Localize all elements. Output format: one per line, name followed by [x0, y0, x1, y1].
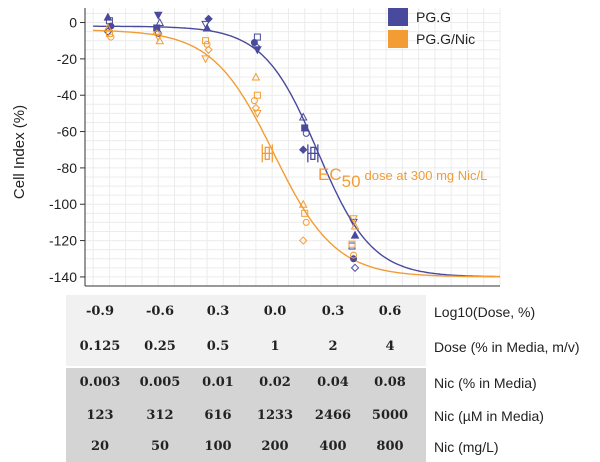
data-point — [253, 91, 261, 99]
legend-label: PG.G — [416, 9, 451, 25]
data-point — [201, 55, 210, 64]
data-point — [251, 72, 261, 81]
data-point — [154, 29, 162, 37]
data-point — [350, 251, 358, 259]
table-cell: 0.08 — [374, 374, 406, 390]
table-cell: 20 — [90, 438, 110, 454]
table-cell: 0.04 — [317, 374, 349, 390]
table-cell: 2466 — [314, 407, 352, 423]
y-tick-label: -60 — [57, 124, 77, 140]
table-cell: 1233 — [256, 407, 294, 423]
data-point — [253, 109, 262, 118]
data-point — [298, 236, 308, 245]
data-points — [103, 11, 360, 273]
plot-area — [85, 8, 500, 286]
table-cell: 800 — [376, 438, 404, 454]
table-row-label: Nic (µM in Media) — [434, 407, 544, 424]
ec50-marker — [261, 144, 273, 163]
data-point — [250, 39, 258, 47]
y-tick-label: -20 — [57, 51, 77, 67]
y-tick-label: 0 — [69, 15, 77, 31]
ec50-box — [310, 146, 316, 161]
data-point — [204, 45, 213, 54]
table-cell: 5000 — [371, 407, 409, 423]
table-cell: 0.01 — [202, 374, 234, 390]
ec50-annotation: EC50 dose at 300 mg Nic/L — [318, 165, 487, 191]
y-tick-label: -80 — [57, 160, 77, 176]
table-cell: 50 — [150, 438, 170, 454]
table-cell: 1 — [270, 339, 280, 354]
data-point — [155, 36, 165, 45]
data-point — [153, 11, 163, 20]
legend-swatch — [388, 30, 408, 48]
ec50-box — [264, 146, 270, 161]
table-cell: 0.003 — [79, 374, 121, 390]
data-point — [105, 29, 113, 37]
data-point — [301, 209, 309, 217]
table-cell: 616 — [204, 407, 232, 423]
table-cell: 0.3 — [321, 303, 345, 319]
legend-swatch — [388, 8, 408, 26]
data-point — [253, 33, 261, 41]
ec50-markers — [261, 144, 319, 163]
data-point — [202, 23, 212, 32]
table-cell: 200 — [261, 438, 289, 454]
data-point — [298, 112, 308, 121]
y-tick-label: -40 — [57, 87, 77, 103]
data-point — [298, 199, 308, 208]
ec50-annotation-main: EC — [318, 165, 342, 184]
table-row-label: Nic (mg/L) — [434, 438, 499, 455]
data-point — [298, 145, 308, 154]
table-band-light — [66, 295, 426, 366]
table-cell: 123 — [86, 407, 114, 423]
data-point — [350, 230, 360, 239]
table-cell: 312 — [146, 407, 174, 423]
data-point — [103, 23, 113, 32]
table-cell: 0.5 — [206, 339, 230, 354]
legend: PG.G PG.G/Nic — [388, 8, 475, 48]
y-tick-label: -100 — [49, 196, 77, 212]
table-row-label: Log10(Dose, %) — [434, 303, 536, 320]
plot-grid — [85, 8, 501, 286]
y-tick-labels: 0 -20 -40 -60 -80 -100 -120 -140 — [49, 15, 85, 285]
y-axis-label: Cell Index (%) — [11, 105, 28, 199]
table-cell: -0.6 — [145, 303, 174, 319]
table-cell: 100 — [204, 438, 232, 454]
data-point — [250, 97, 258, 105]
table-cell: -0.9 — [85, 303, 114, 319]
data-point — [107, 33, 115, 41]
table-cell: 0.3 — [206, 303, 230, 319]
data-point — [350, 263, 360, 273]
table-cell: 0.6 — [378, 303, 402, 319]
legend-label: PG.G/Nic — [416, 31, 475, 47]
data-point — [253, 46, 262, 55]
y-tick-label: -140 — [49, 269, 77, 285]
plot-axes — [84, 8, 500, 287]
table-cell: 4 — [385, 339, 395, 354]
y-tick-label: -120 — [49, 233, 77, 249]
data-point — [302, 218, 310, 226]
ec50-annotation-rest: dose at 300 mg Nic/L — [365, 168, 488, 183]
ec50-annotation-sub: 50 — [342, 172, 361, 191]
table-band-dark — [66, 368, 426, 462]
table-cell: 0.0 — [263, 303, 287, 319]
table-cell: 0.125 — [79, 339, 121, 354]
table-cell: 0.25 — [144, 339, 176, 354]
data-point — [348, 240, 356, 248]
table-cell: 400 — [319, 438, 347, 454]
data-point — [202, 37, 210, 45]
dose-response-chart: 0 -20 -40 -60 -80 -100 -120 -140 Cell Index (%)… — [11, 8, 501, 287]
data-point — [349, 215, 358, 224]
data-point — [350, 221, 360, 230]
data-point — [251, 103, 261, 113]
table-cell: 0.02 — [259, 374, 291, 390]
data-point — [350, 255, 358, 263]
ec50-marker — [307, 144, 319, 163]
table-cell: 0.005 — [139, 374, 181, 390]
table-cell: 2 — [328, 339, 338, 354]
table-row-label: Dose (% in Media, m/v) — [434, 339, 580, 355]
fit-curve — [93, 25, 500, 278]
table-row-label: Nic (% in Media) — [434, 374, 537, 391]
data-point — [302, 129, 310, 137]
